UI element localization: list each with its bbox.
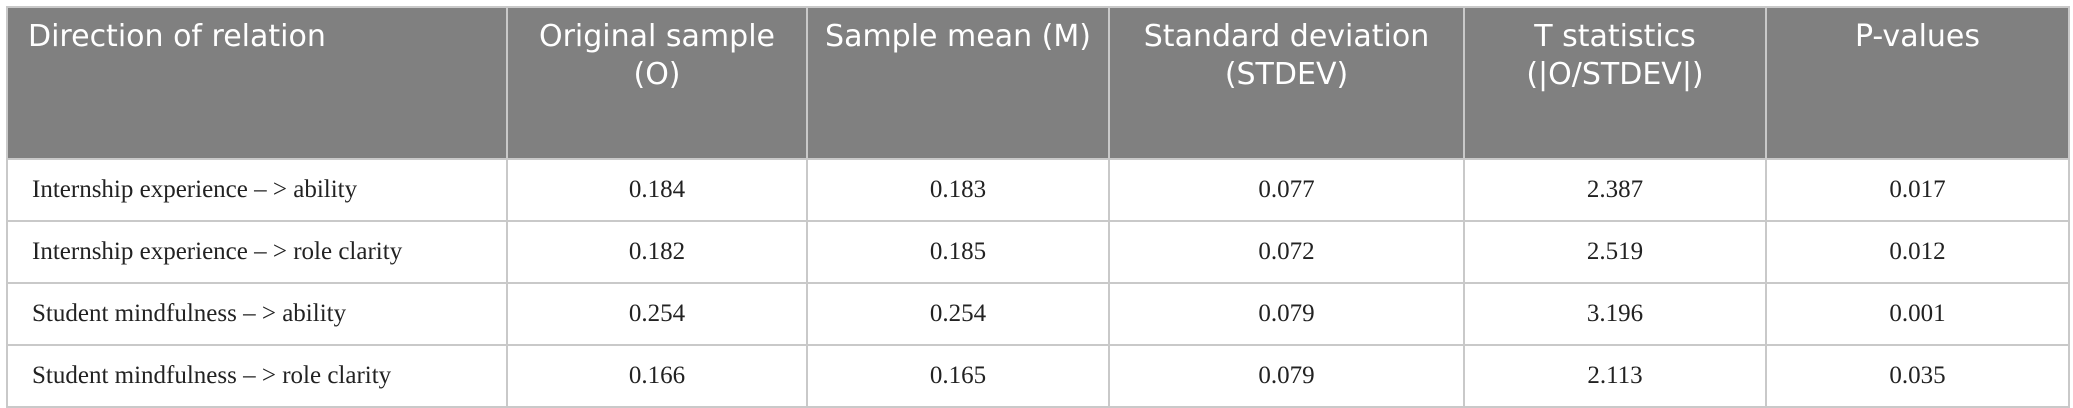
value-cell: 0.017 bbox=[1765, 158, 2070, 222]
value-cell: 2.387 bbox=[1463, 158, 1767, 222]
table-header: Direction of relation Original sample (O)… bbox=[6, 6, 2070, 160]
table-row: Student mindfulness – > ability 0.254 0.25… bbox=[6, 282, 2070, 346]
header-cell: Direction of relation bbox=[6, 6, 508, 160]
value-cell: 0.072 bbox=[1108, 220, 1465, 284]
header-cell: Original sample (O) bbox=[506, 6, 808, 160]
header-cell: T statistics (|O/STDEV|) bbox=[1463, 6, 1767, 160]
value-cell: 0.182 bbox=[506, 220, 808, 284]
table-row: Student mindfulness – > role clarity 0.16… bbox=[6, 344, 2070, 408]
relation-cell: Student mindfulness – > role clarity bbox=[6, 344, 508, 408]
value-cell: 3.196 bbox=[1463, 282, 1767, 346]
relation-cell: Internship experience – > role clarity bbox=[6, 220, 508, 284]
value-cell: 0.184 bbox=[506, 158, 808, 222]
value-cell: 0.185 bbox=[806, 220, 1110, 284]
value-cell: 0.183 bbox=[806, 158, 1110, 222]
value-cell: 0.165 bbox=[806, 344, 1110, 408]
value-cell: 0.012 bbox=[1765, 220, 2070, 284]
header-cell: Standard deviation (STDEV) bbox=[1108, 6, 1465, 160]
value-cell: 0.077 bbox=[1108, 158, 1465, 222]
header-cell: P-values bbox=[1765, 6, 2070, 160]
table-body: Internship experience – > ability 0.184 0.… bbox=[6, 158, 2070, 408]
header-cell: Sample mean (M) bbox=[806, 6, 1110, 160]
value-cell: 0.001 bbox=[1765, 282, 2070, 346]
value-cell: 2.113 bbox=[1463, 344, 1767, 408]
relation-cell: Internship experience – > ability bbox=[6, 158, 508, 222]
value-cell: 0.254 bbox=[806, 282, 1110, 346]
value-cell: 0.079 bbox=[1108, 282, 1465, 346]
header-row: Direction of relation Original sample (O)… bbox=[6, 6, 2070, 160]
results-table: Direction of relation Original sample (O)… bbox=[6, 6, 2070, 408]
relation-cell: Student mindfulness – > ability bbox=[6, 282, 508, 346]
value-cell: 0.254 bbox=[506, 282, 808, 346]
table-row: Internship experience – > ability 0.184 0.… bbox=[6, 158, 2070, 222]
table-row: Internship experience – > role clarity 0.… bbox=[6, 220, 2070, 284]
value-cell: 0.166 bbox=[506, 344, 808, 408]
value-cell: 2.519 bbox=[1463, 220, 1767, 284]
value-cell: 0.035 bbox=[1765, 344, 2070, 408]
value-cell: 0.079 bbox=[1108, 344, 1465, 408]
